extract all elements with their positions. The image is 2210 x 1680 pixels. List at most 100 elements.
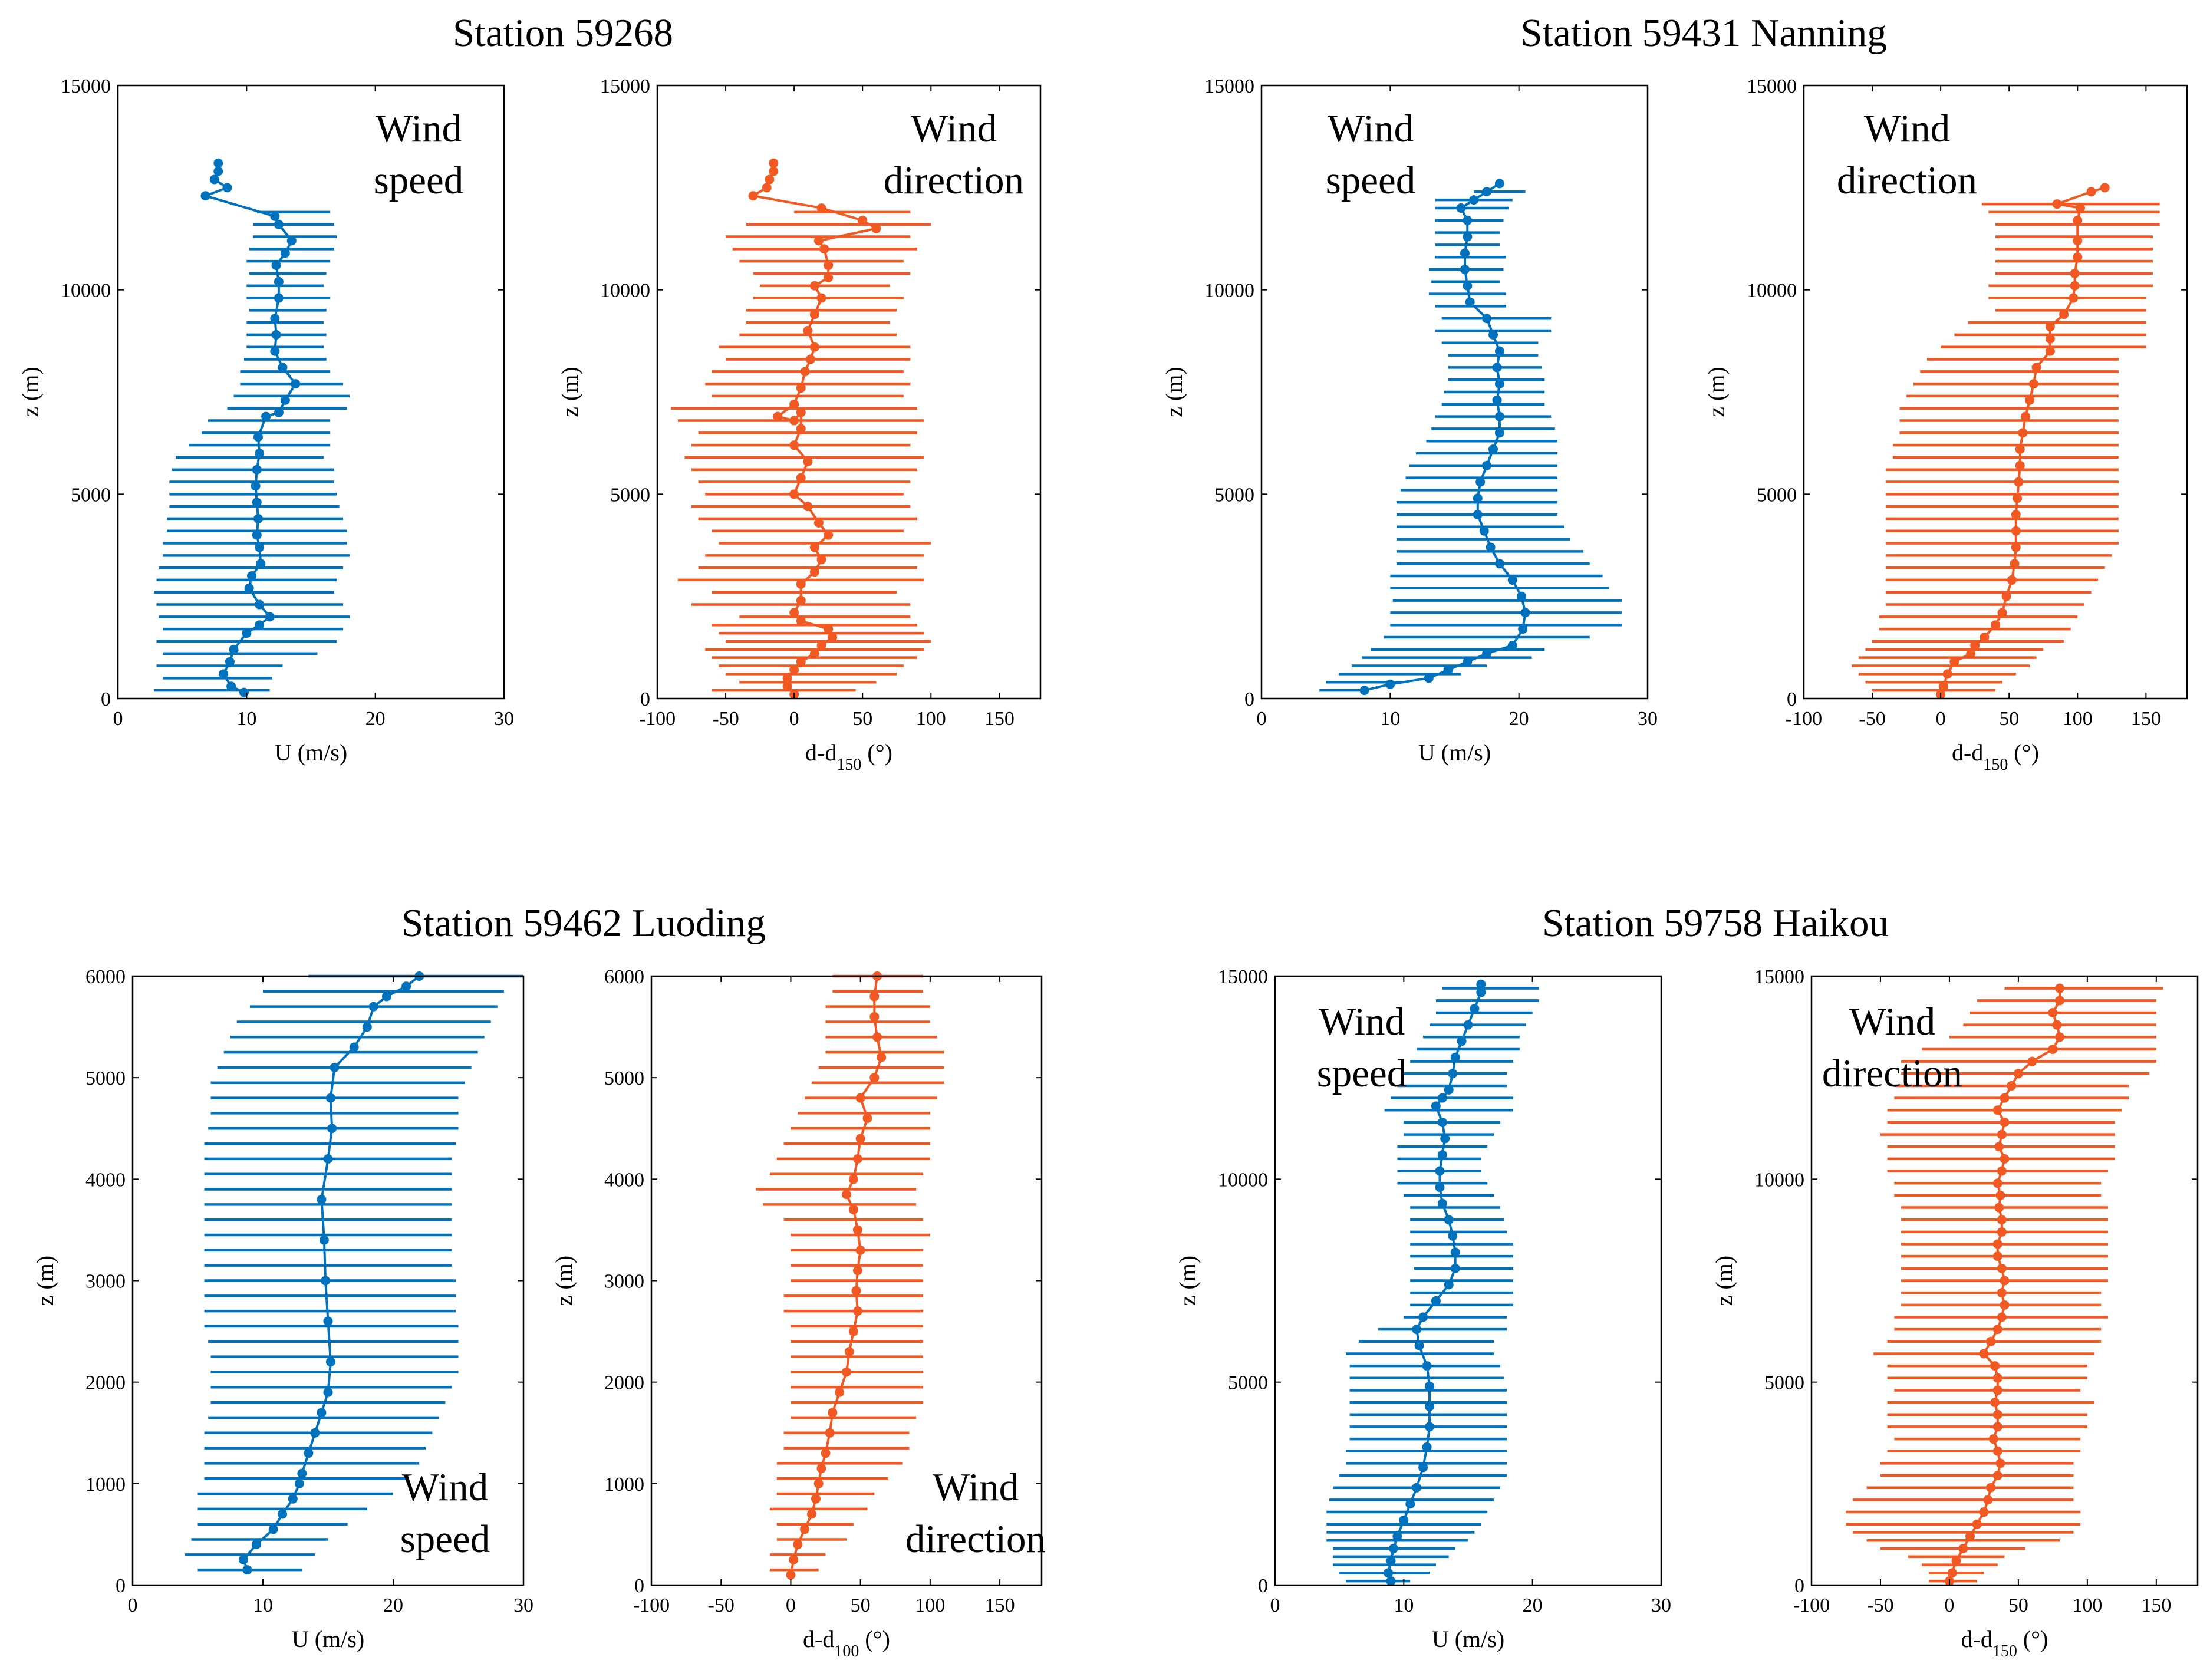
- profile-point: [1482, 460, 1492, 470]
- profile-point: [286, 236, 297, 246]
- profile-point: [789, 440, 799, 450]
- annotation-line: Wind: [402, 1465, 488, 1509]
- profile-point: [1444, 1215, 1454, 1225]
- profile-point: [1997, 1263, 2007, 1273]
- profile-point: [816, 203, 826, 213]
- profile-point: [1992, 1422, 2002, 1432]
- profile-point: [869, 1073, 880, 1083]
- profile-point: [2059, 309, 2069, 319]
- profile-point: [1479, 526, 1489, 536]
- x-tick-label: -100: [1793, 1595, 1830, 1616]
- x-tick-label: 0: [1936, 708, 1946, 730]
- profile-point: [2069, 293, 2079, 303]
- y-tick-label: 6000: [604, 966, 644, 988]
- profile-point: [381, 991, 391, 1002]
- annotation-line: Wind: [376, 107, 462, 150]
- profile-point: [789, 608, 799, 618]
- annotation-line: direction: [1837, 159, 1977, 202]
- profile-point: [1492, 363, 1502, 373]
- profile-point: [1995, 1458, 2005, 1468]
- y-tick-label: 3000: [604, 1271, 644, 1293]
- profile-point: [789, 399, 799, 409]
- profile-point: [848, 1326, 858, 1336]
- profile-point: [2000, 1300, 2010, 1310]
- x-axis-label-sub: 150: [836, 756, 861, 774]
- profile-point: [2000, 1154, 2010, 1164]
- profile-point: [1972, 1519, 1982, 1529]
- profile-point: [222, 183, 232, 193]
- profile-markers: [786, 971, 887, 1580]
- profile-point: [247, 571, 257, 581]
- x-tick-label: 100: [2072, 1595, 2102, 1616]
- profile-point: [288, 1494, 298, 1504]
- profile-point: [2021, 411, 2031, 421]
- profile-point: [2055, 996, 2065, 1006]
- y-tick-label: 0: [634, 1575, 644, 1597]
- profile-point: [809, 648, 819, 658]
- profile-point: [274, 407, 284, 417]
- x-tick-label: 50: [2008, 1595, 2028, 1616]
- x-tick-label: -100: [633, 1595, 670, 1616]
- x-tick-label: 0: [113, 708, 123, 730]
- y-tick-label: 5000: [85, 1068, 126, 1089]
- profile-point: [253, 432, 263, 442]
- profile-point: [782, 681, 792, 691]
- profile-point: [1990, 1361, 2000, 1371]
- y-tick-label: 10000: [61, 280, 111, 302]
- profile-point: [1979, 1507, 1989, 1517]
- profile-point: [368, 1002, 378, 1012]
- y-tick-label: 1000: [85, 1474, 126, 1495]
- x-tick-label: 10: [1394, 1595, 1414, 1616]
- profile-point: [229, 644, 239, 654]
- profile-point: [809, 309, 819, 319]
- profile-point: [1990, 1398, 2000, 1408]
- profile-point: [1444, 1280, 1454, 1290]
- profile-point: [226, 681, 236, 691]
- profile-point: [813, 1478, 824, 1488]
- profile-point: [252, 530, 262, 540]
- profile-point: [769, 158, 779, 168]
- profile-point: [855, 1245, 865, 1255]
- y-axis-label: z (m): [1174, 1256, 1201, 1306]
- profile-point: [1463, 657, 1473, 667]
- profile-point: [1494, 411, 1504, 421]
- x-tick-label: 0: [786, 1595, 796, 1616]
- profile-point: [2015, 444, 2025, 454]
- profile-point: [2048, 1044, 2058, 1054]
- profile-point: [1450, 1263, 1460, 1273]
- profile-point: [1412, 1483, 1422, 1493]
- range-bars: [1852, 202, 2160, 692]
- annotation-direction: Wind direction: [884, 107, 1024, 202]
- profile-point: [1997, 1166, 2007, 1176]
- profile-point: [1425, 1381, 1434, 1391]
- x-tick-label: -50: [1859, 708, 1885, 730]
- profile-point: [1422, 1361, 1432, 1371]
- profile-point: [200, 191, 210, 201]
- profile-point: [816, 640, 826, 650]
- mean-profile-line: [202, 163, 297, 694]
- profile-point: [330, 1062, 340, 1072]
- profile-point: [2001, 591, 2011, 601]
- profile-point: [1958, 1544, 1968, 1554]
- profile-point: [1424, 673, 1434, 683]
- x-tick-label: 100: [916, 708, 946, 730]
- profile-point: [1507, 640, 1517, 650]
- profile-point: [869, 1012, 880, 1022]
- profile-point: [851, 1286, 861, 1296]
- profile-point: [1435, 1182, 1445, 1193]
- profile-point: [2011, 542, 2021, 552]
- profile-point: [1385, 679, 1395, 689]
- profile-point: [1418, 1462, 1428, 1473]
- profile-point: [2015, 460, 2025, 470]
- annotation-direction: Wind direction: [905, 1465, 1046, 1561]
- y-axis-label: z (m): [551, 1256, 577, 1306]
- y-tick-label: 5000: [1757, 484, 1797, 506]
- x-axis-label-suffix: (°): [861, 739, 892, 766]
- x-axis-label-main: U (m/s): [1418, 739, 1491, 766]
- x-axis-label: d-d150 (°): [805, 739, 892, 774]
- y-tick-label: 5000: [1764, 1372, 1804, 1394]
- panel-speed-0: 0 10 20 30 0 5000 10000 15000 U (m/s) z (m) Wind sp…: [17, 75, 514, 766]
- profile-point: [280, 248, 290, 258]
- y-axis-label: z (m): [556, 367, 583, 417]
- profile-point: [255, 620, 265, 630]
